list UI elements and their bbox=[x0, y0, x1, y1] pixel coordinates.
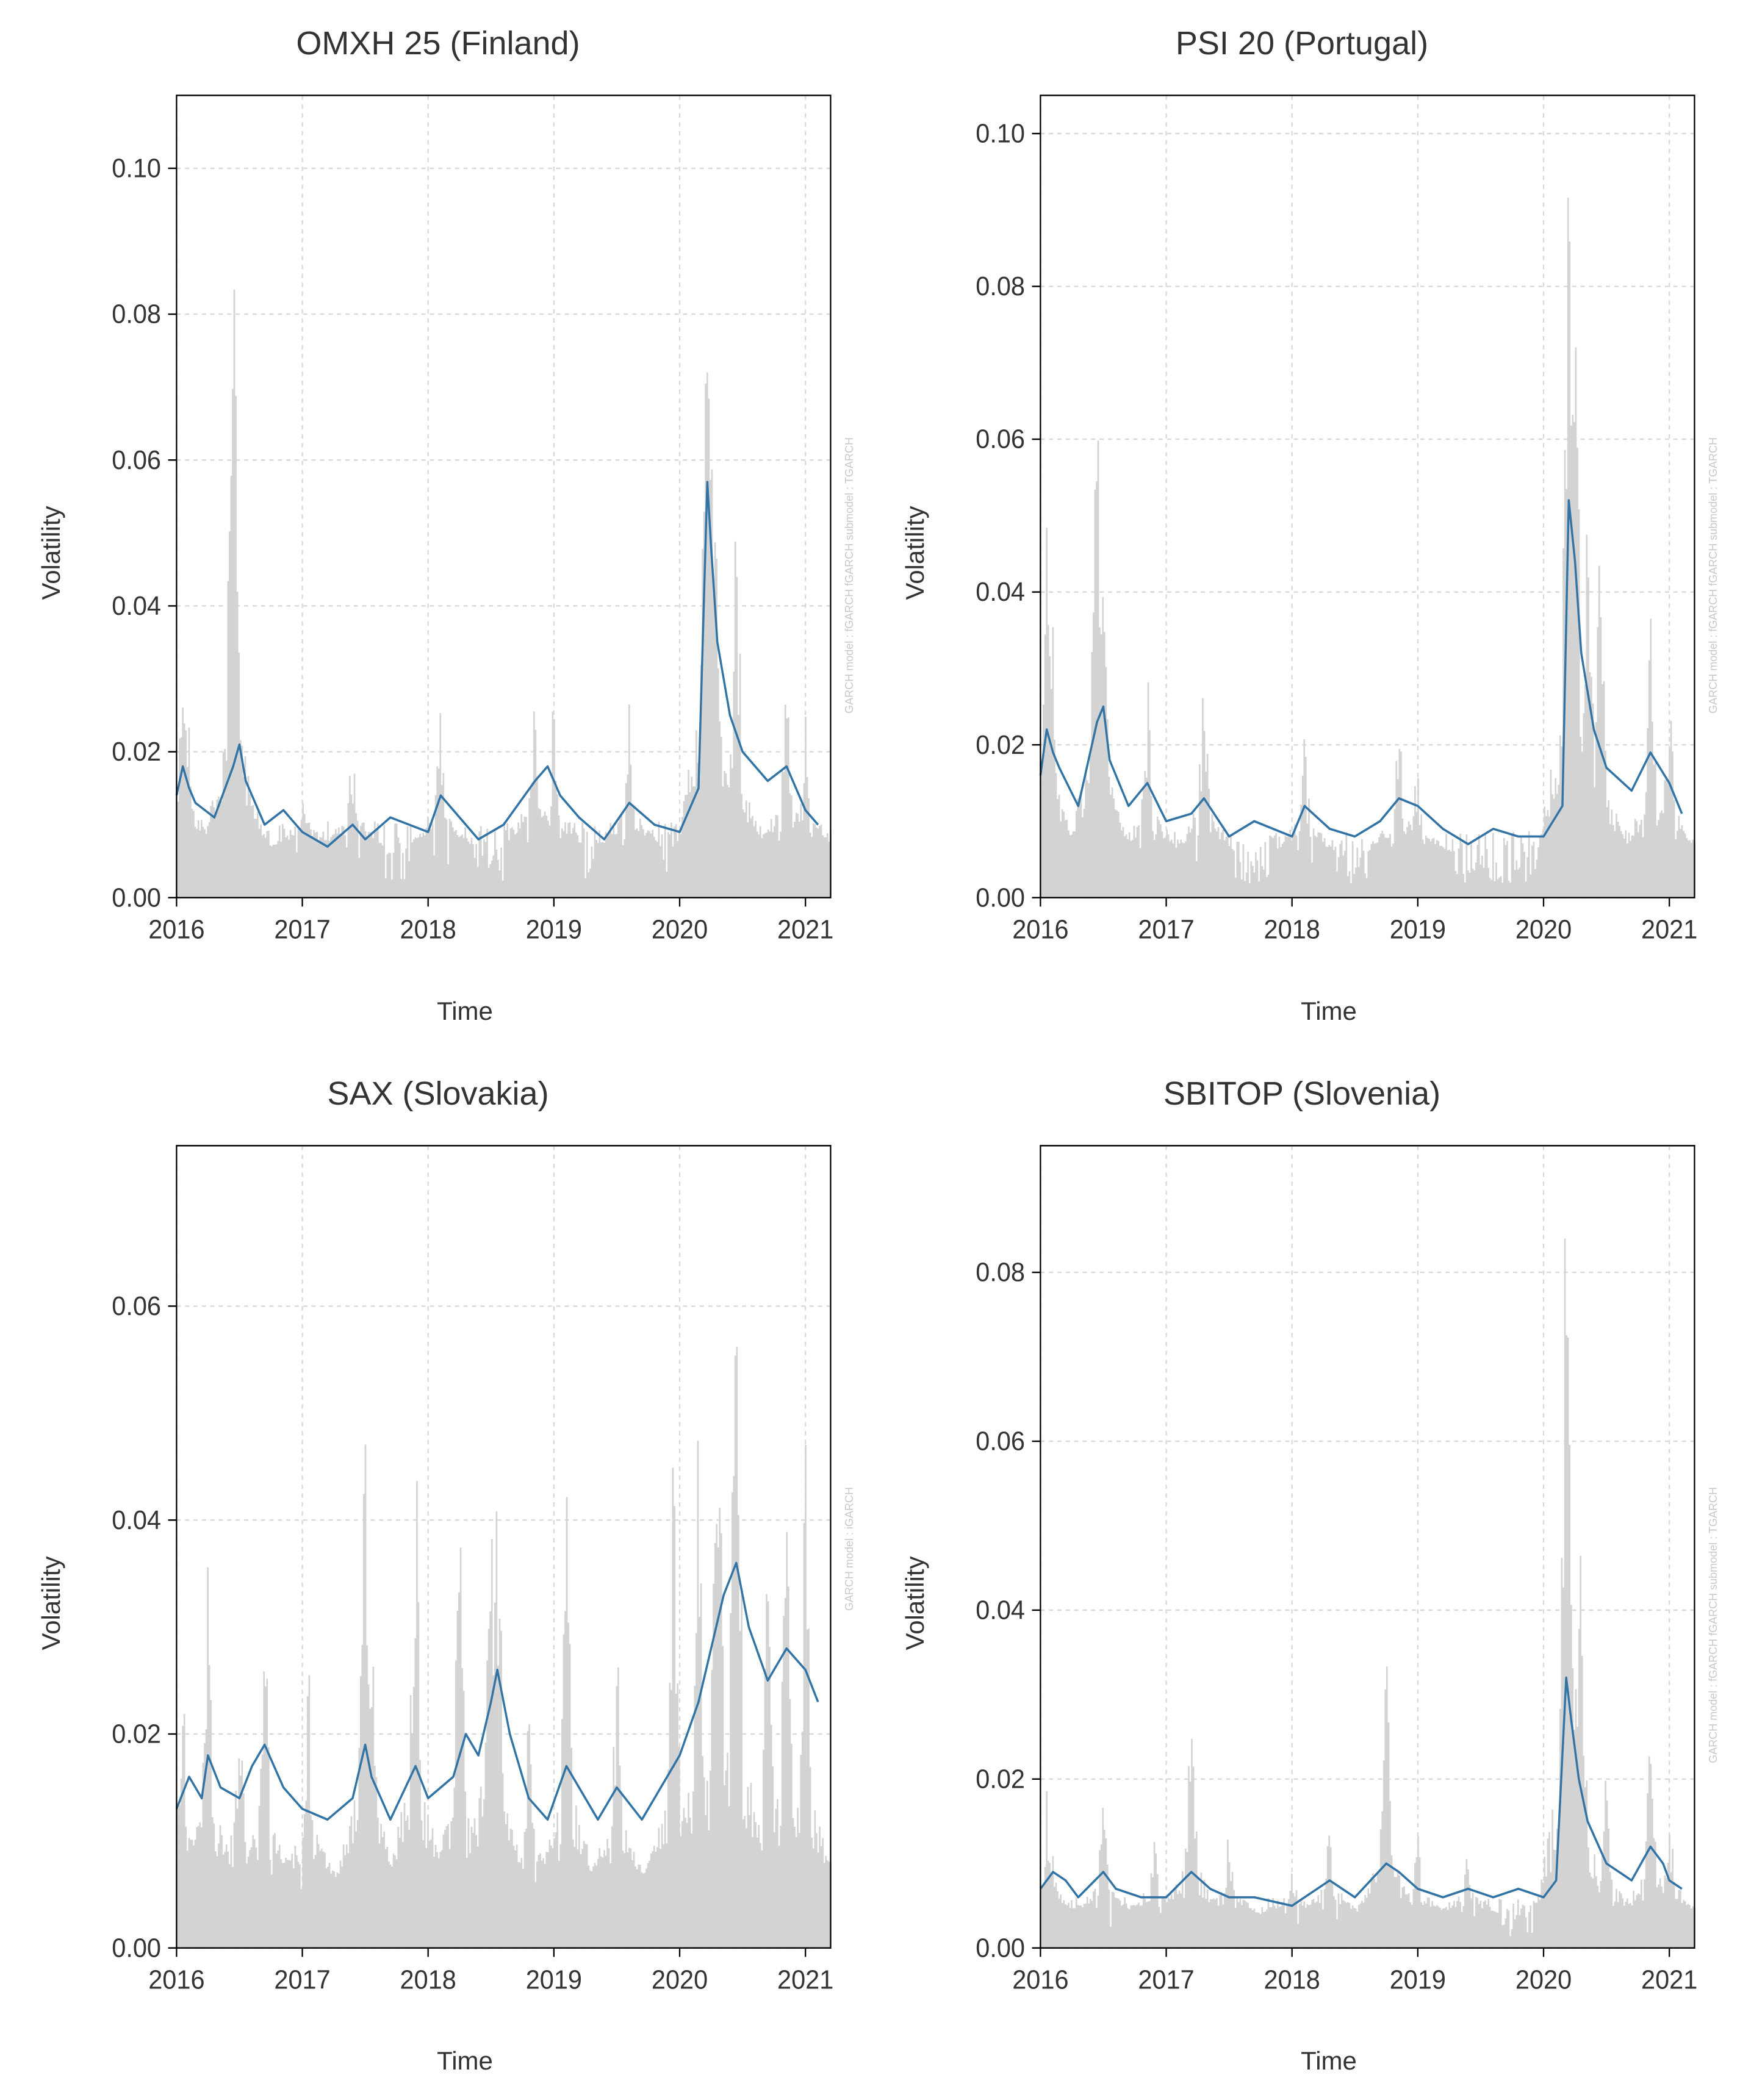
svg-text:0.04: 0.04 bbox=[112, 1505, 161, 1535]
chart-title: OMXH 25 (Finland) bbox=[296, 24, 580, 62]
chart-title: SBITOP (Slovenia) bbox=[1163, 1075, 1440, 1113]
svg-text:2020: 2020 bbox=[1515, 1965, 1572, 1994]
svg-text:2016: 2016 bbox=[1012, 1965, 1068, 1994]
svg-text:2020: 2020 bbox=[652, 1965, 708, 1994]
svg-text:0.10: 0.10 bbox=[112, 154, 161, 184]
plot-area: Volatility 0.00 0.02 0.04 0.06 2016 2017 2018 20… bbox=[24, 1131, 852, 2076]
svg-text:0.00: 0.00 bbox=[976, 883, 1025, 912]
svg-text:0.06: 0.06 bbox=[112, 1291, 161, 1321]
svg-text:2017: 2017 bbox=[274, 915, 330, 945]
svg-text:2021: 2021 bbox=[777, 915, 833, 945]
svg-text:2021: 2021 bbox=[1641, 1965, 1697, 1994]
svg-text:0.08: 0.08 bbox=[112, 299, 161, 329]
model-annotation: GARCH model : iGARCH bbox=[843, 1487, 857, 1611]
svg-text:0.02: 0.02 bbox=[112, 1719, 161, 1749]
svg-text:0.06: 0.06 bbox=[112, 445, 161, 475]
chart-panel-omxh25: OMXH 25 (Finland) Volatility 0.00 0.02 0.04 0… bbox=[24, 24, 852, 1026]
model-annotation: GARCH model : fGARCH fGARCH submodel : T… bbox=[843, 437, 857, 714]
y-axis-label: Volatility bbox=[888, 81, 942, 1026]
chart-title: PSI 20 (Portugal) bbox=[1176, 24, 1428, 62]
y-axis-label: Volatility bbox=[24, 1131, 78, 2076]
svg-text:2018: 2018 bbox=[1264, 1965, 1320, 1994]
plot-area: Volatility 0.00 0.02 0.04 0.06 0.08 0.10 2016 20… bbox=[24, 81, 852, 1026]
x-axis-label: Time bbox=[78, 2046, 852, 2076]
model-annotation: GARCH model : fGARCH fGARCH submodel : T… bbox=[1707, 1487, 1720, 1763]
svg-text:0.06: 0.06 bbox=[976, 1426, 1025, 1456]
svg-text:2021: 2021 bbox=[1641, 915, 1697, 945]
svg-text:2017: 2017 bbox=[1138, 915, 1194, 945]
model-annotation: GARCH model : fGARCH fGARCH submodel : T… bbox=[1707, 437, 1720, 714]
svg-text:2019: 2019 bbox=[526, 915, 582, 945]
svg-text:0.00: 0.00 bbox=[112, 1933, 161, 1963]
svg-text:2017: 2017 bbox=[1138, 1965, 1194, 1994]
y-axis-label: Volatility bbox=[24, 81, 78, 1026]
x-axis-label: Time bbox=[942, 2046, 1716, 2076]
svg-text:0.02: 0.02 bbox=[976, 1764, 1025, 1794]
chart-panel-psi20: PSI 20 (Portugal) Volatility 0.00 0.02 0.04 0… bbox=[888, 24, 1716, 1026]
svg-text:2020: 2020 bbox=[1515, 915, 1572, 945]
svg-text:0.00: 0.00 bbox=[112, 883, 161, 912]
plot-area: Volatility 0.00 0.02 0.04 0.06 0.08 0.10 2016 20… bbox=[888, 81, 1716, 1026]
svg-text:2021: 2021 bbox=[777, 1965, 833, 1994]
svg-text:2019: 2019 bbox=[1390, 915, 1446, 945]
svg-text:0.06: 0.06 bbox=[976, 425, 1025, 454]
svg-text:2018: 2018 bbox=[1264, 915, 1320, 945]
x-axis-label: Time bbox=[942, 997, 1716, 1026]
svg-text:0.08: 0.08 bbox=[976, 271, 1025, 301]
svg-text:2016: 2016 bbox=[148, 915, 204, 945]
svg-text:0.02: 0.02 bbox=[976, 730, 1025, 760]
svg-text:0.10: 0.10 bbox=[976, 119, 1025, 149]
svg-text:0.08: 0.08 bbox=[976, 1257, 1025, 1287]
svg-text:0.00: 0.00 bbox=[976, 1933, 1025, 1963]
y-axis-label: Volatility bbox=[888, 1131, 942, 2076]
svg-text:2019: 2019 bbox=[1390, 1965, 1446, 1994]
svg-text:2016: 2016 bbox=[1012, 915, 1068, 945]
chart-panel-sax: SAX (Slovakia) Volatility 0.00 0.02 0.04 0.06… bbox=[24, 1075, 852, 2076]
x-axis-label: Time bbox=[78, 997, 852, 1026]
svg-text:2016: 2016 bbox=[148, 1965, 204, 1994]
svg-text:2020: 2020 bbox=[652, 915, 708, 945]
svg-text:2019: 2019 bbox=[526, 1965, 582, 1994]
chart-panel-sbitop: SBITOP (Slovenia) Volatility 0.00 0.02 0.04 0… bbox=[888, 1075, 1716, 2076]
svg-text:0.04: 0.04 bbox=[112, 591, 161, 621]
svg-text:0.02: 0.02 bbox=[112, 737, 161, 767]
chart-title: SAX (Slovakia) bbox=[327, 1075, 548, 1113]
svg-text:2018: 2018 bbox=[400, 915, 456, 945]
svg-text:2017: 2017 bbox=[274, 1965, 330, 1994]
svg-text:0.04: 0.04 bbox=[976, 1595, 1025, 1625]
svg-text:2018: 2018 bbox=[400, 1965, 456, 1994]
svg-text:0.04: 0.04 bbox=[976, 577, 1025, 607]
plot-area: Volatility 0.00 0.02 0.04 0.06 0.08 2016 2017 20… bbox=[888, 1131, 1716, 2076]
